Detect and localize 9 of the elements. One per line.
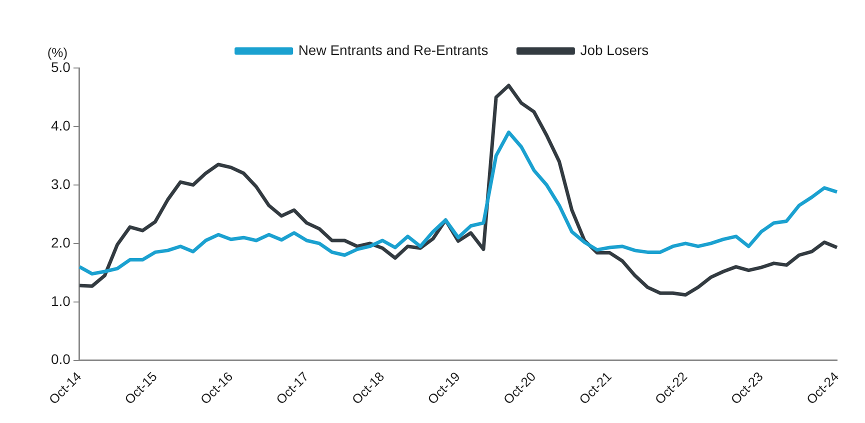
y-tick-label: 0.0 [50, 351, 71, 368]
y-tick-label: 5.0 [50, 58, 71, 75]
legend-label: Job Losers [580, 42, 649, 58]
y-tick-label: 4.0 [50, 117, 71, 134]
y-axis-title: (%) [47, 45, 68, 60]
y-tick-label: 1.0 [50, 292, 71, 309]
y-tick-label: 2.0 [50, 234, 71, 250]
legend-label: New Entrants and Re-Entrants [298, 42, 488, 58]
y-tick-label: 3.0 [50, 176, 71, 192]
